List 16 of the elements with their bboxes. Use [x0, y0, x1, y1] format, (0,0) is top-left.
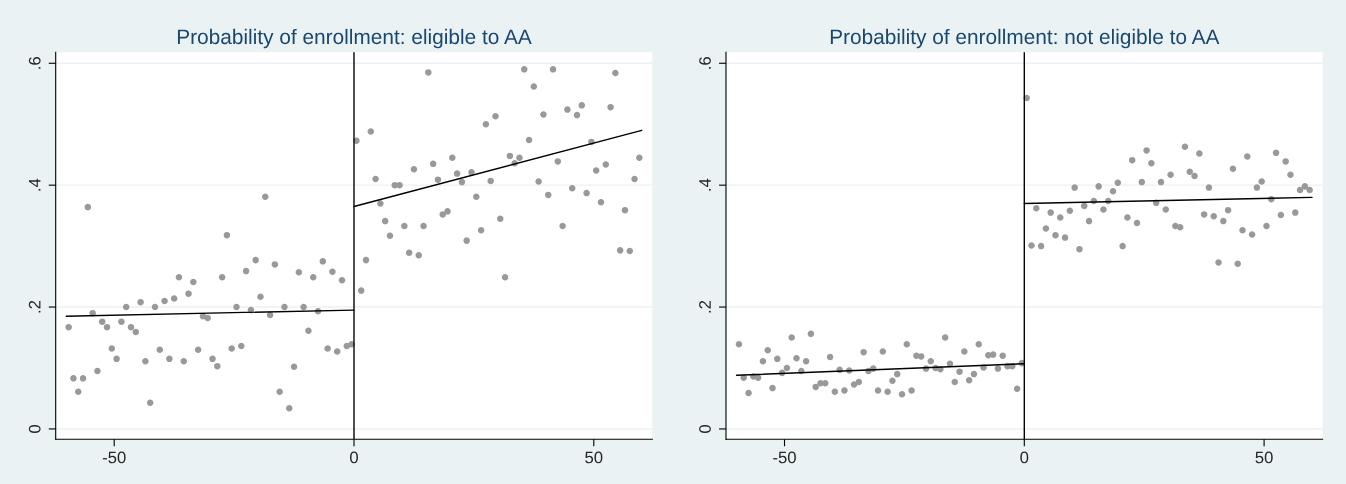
- y-tick-label: 0: [28, 424, 41, 433]
- x-tick-label: 0: [1020, 451, 1029, 464]
- x-tick-label: 50: [585, 451, 603, 464]
- y-tick-label: .4: [699, 178, 711, 191]
- y-tick-label: .4: [28, 178, 41, 191]
- y-tick-label: .6: [699, 57, 711, 69]
- x-tick-label: -50: [773, 451, 796, 464]
- chart-title: Probability of enrollment: not eligible to AA: [830, 28, 1220, 49]
- y-tick-label: .2: [28, 300, 41, 313]
- x-tick-label: 50: [1255, 451, 1273, 464]
- chart-title: Probability of enrollment: eligible to AA: [177, 28, 532, 49]
- y-tick-label: .2: [699, 300, 711, 313]
- y-tick-label: 0: [699, 424, 711, 433]
- x-tick-label: 0: [350, 451, 358, 464]
- y-tick-label: .6: [28, 57, 41, 69]
- x-tick-label: -50: [102, 451, 126, 464]
